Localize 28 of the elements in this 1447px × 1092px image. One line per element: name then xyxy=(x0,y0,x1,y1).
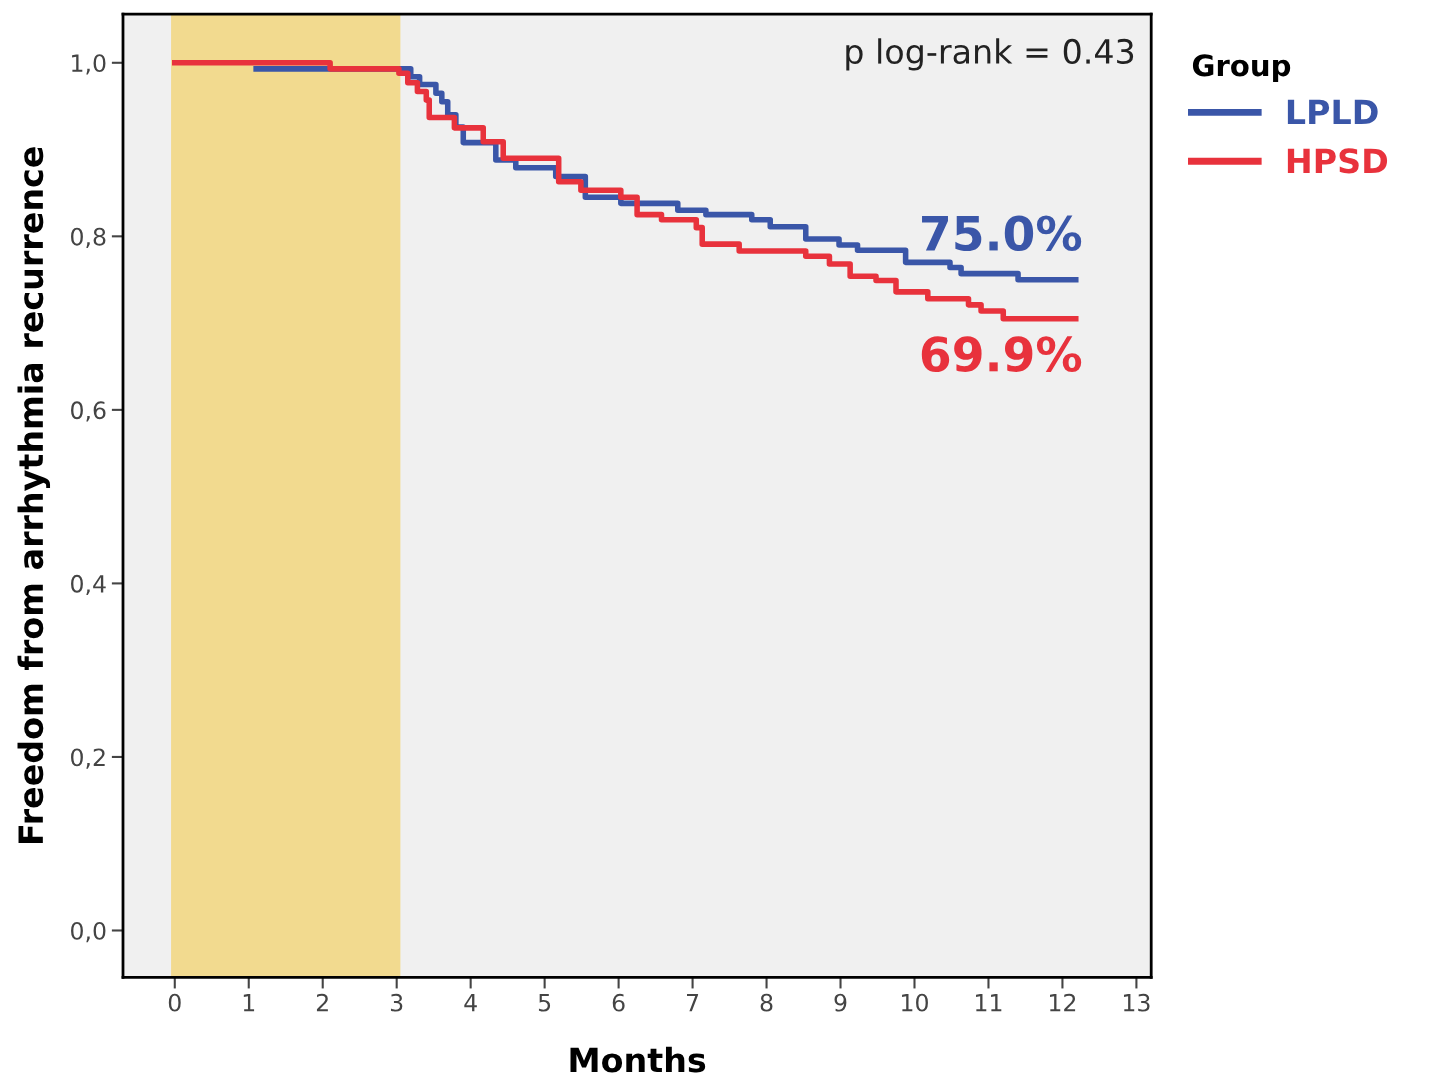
y-axis-title: Freedom from arrhythmia recurrence xyxy=(17,147,51,843)
x-tick-label: 9 xyxy=(834,993,847,1012)
x-tick-label: 12 xyxy=(1050,993,1076,1012)
x-tick-label: 4 xyxy=(464,994,477,1012)
y-tick-label: 0,4 xyxy=(71,574,106,596)
annotation: p log-rank = 0.43 xyxy=(846,38,1134,71)
y-tick-label: 0,8 xyxy=(71,227,106,249)
x-tick-label: 0 xyxy=(168,993,181,1012)
x-tick-label: 5 xyxy=(538,994,551,1012)
y-tick-label: 1,0 xyxy=(72,54,106,75)
y-tick-label: 0,6 xyxy=(71,401,106,422)
x-tick-label: 1 xyxy=(243,994,255,1012)
y-tick-label: 0,2 xyxy=(71,748,105,769)
x-tick-label: 8 xyxy=(760,993,773,1012)
x-tick-label: 10 xyxy=(902,993,928,1012)
x-tick-label: 3 xyxy=(390,993,403,1012)
x-tick-label: 6 xyxy=(612,993,625,1012)
legend-label: HPSD xyxy=(1287,148,1388,174)
x-axis-title: Months xyxy=(570,1046,706,1073)
legend-label: LPLD xyxy=(1287,99,1378,125)
x-tick-label: 2 xyxy=(316,993,328,1012)
annotation: 69.9% xyxy=(921,336,1082,372)
x-tick-label: 7 xyxy=(687,994,699,1012)
y-tick-label: 0,0 xyxy=(71,921,106,943)
x-tick-label: 11 xyxy=(976,994,1002,1012)
legend-title: Group xyxy=(1192,54,1291,83)
x-tick-label: 13 xyxy=(1123,993,1150,1012)
annotation: 75.0% xyxy=(922,215,1082,252)
